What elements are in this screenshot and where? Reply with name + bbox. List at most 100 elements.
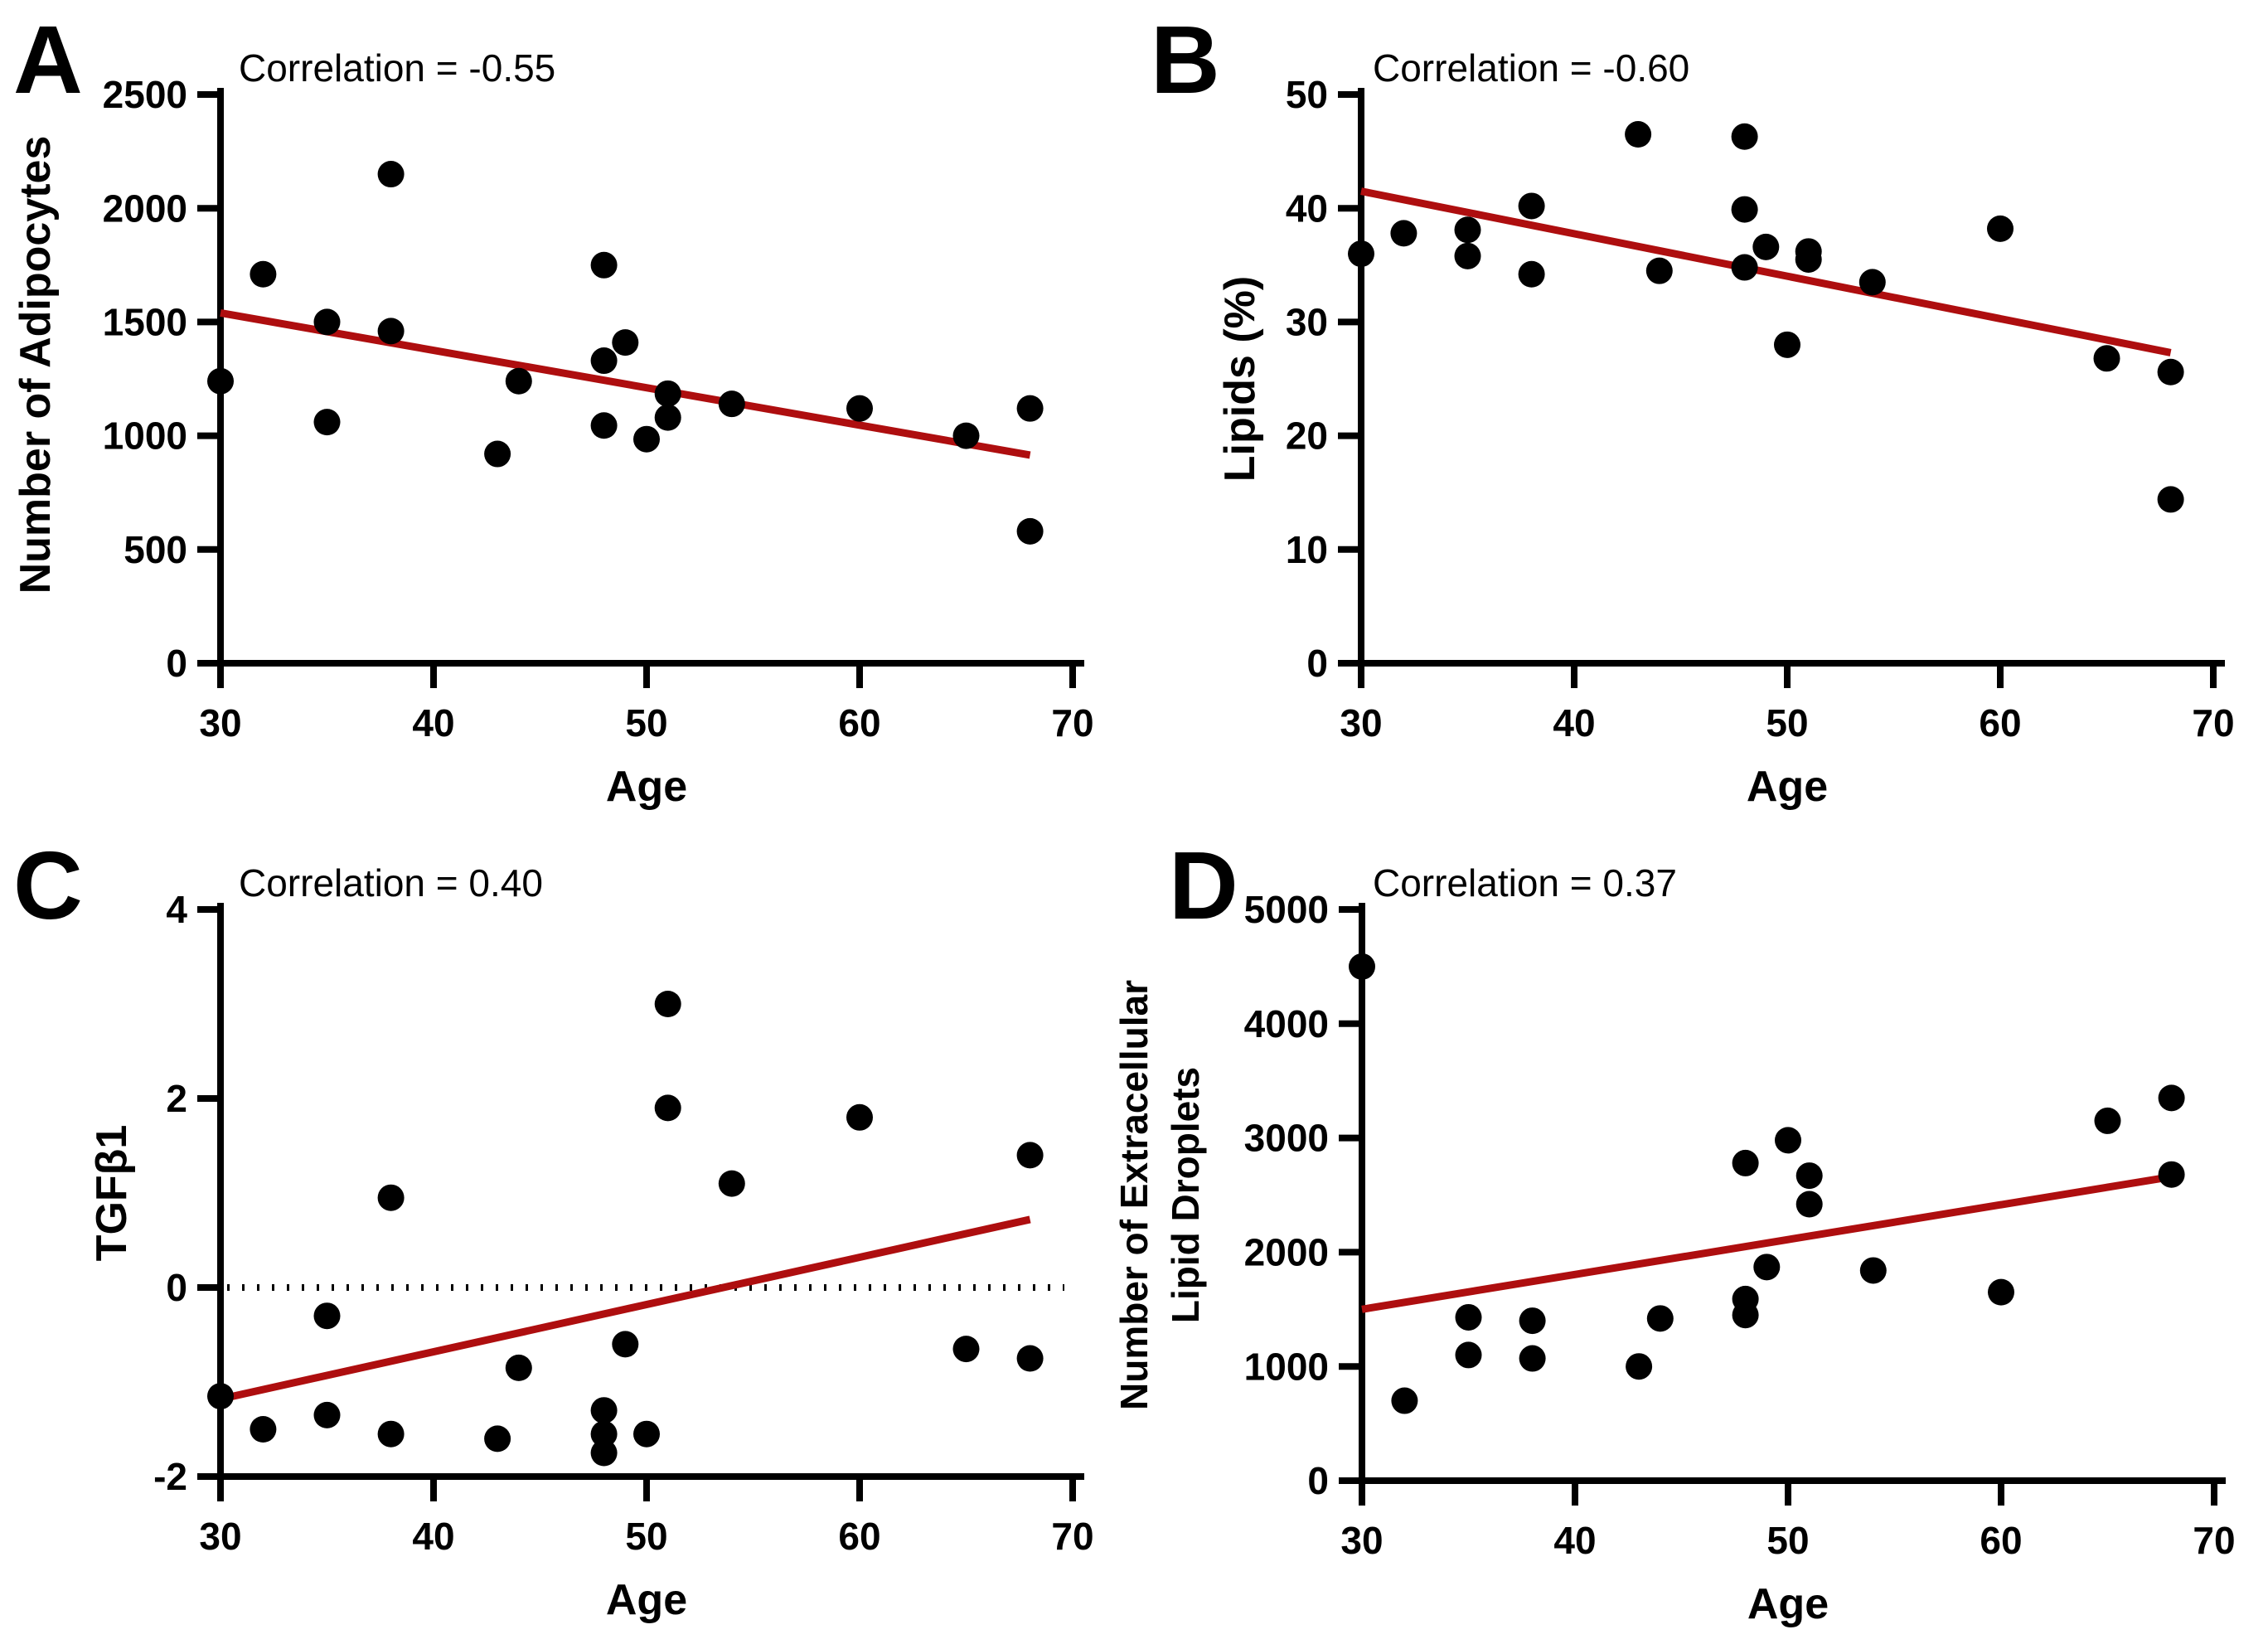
data-point [590,412,618,439]
panel-d: D Correlation = 0.37 0 1000 2000 3000 4000 5000… [1112,832,2236,1628]
data-point [1859,1257,1887,1284]
data-point [590,1397,618,1424]
data-point [1645,257,1673,284]
data-point [654,404,681,431]
x-axis-title: Age [606,763,687,811]
x-tick-label: 30 [199,1515,241,1558]
data-point [2158,1161,2185,1188]
data-point [250,260,277,288]
y-tick-label: 1000 [1244,1345,1329,1388]
trend-line [1360,187,2172,356]
data-point [313,409,341,436]
data-point [1775,1127,1801,1154]
data-point [1732,1149,1759,1176]
y-tick-label: 20 [1286,415,1328,458]
data-point [718,390,745,418]
y-tick-label: 0 [1307,1459,1329,1502]
data-point [590,1439,618,1467]
data-point [1753,1254,1781,1281]
data-point [2093,345,2120,372]
x-tick-label: 50 [1766,701,1808,744]
x-tick-label: 50 [1766,1519,1809,1562]
data-point [633,425,660,453]
data-point [1391,1387,1418,1414]
x-tick-label: 40 [412,1515,454,1558]
data-point [1858,269,1886,296]
data-point [1987,215,2014,242]
panel-a: A Correlation = -0.55 0 500 1000 1500 2000 2500… [12,6,1094,811]
data-point [1455,1303,1482,1331]
panel-b: B Correlation = -0.60 0 10 20 30 40 50 30 40 50 60 7… [1151,6,2235,811]
data-point [1348,240,1374,268]
data-point [313,1401,341,1428]
x-tick-label: 30 [1340,1519,1383,1562]
data-point [1626,1353,1653,1380]
y-tick-label: 1500 [103,301,187,344]
y-tick-label: 2 [166,1077,187,1120]
panel-letter: C [13,832,83,939]
data-point [1016,1345,1044,1372]
data-point [505,367,532,395]
data-point [313,308,341,336]
data-point [484,440,511,468]
x-axis-title: Age [606,1576,687,1624]
data-point [377,1420,405,1448]
y-tick-label: 30 [1286,301,1328,344]
x-tick-label: 30 [1340,701,1382,744]
data-point [377,318,405,345]
x-axis-title: Age [1747,763,1828,811]
panel-c: C Correlation = 0.40 -2 0 2 4 30 40 50 60 70 Age TGF… [13,832,1094,1624]
data-point [1731,123,1758,150]
y-tick-label: 10 [1286,528,1328,571]
y-tick-label: 0 [166,642,187,685]
data-point [1390,220,1418,247]
data-point [590,1420,618,1448]
data-point [377,1184,405,1211]
y-tick-label: 2000 [1244,1231,1329,1274]
y-tick-label: 4000 [1244,1002,1329,1045]
data-point [1752,233,1780,260]
data-point [1454,216,1481,244]
x-tick-label: 40 [412,701,454,744]
data-point [633,1420,660,1448]
x-tick-label: 40 [1553,701,1595,744]
x-tick-label: 70 [1051,1515,1093,1558]
y-tick-label: 40 [1286,187,1328,230]
x-tick-label: 60 [838,1515,880,1558]
data-point [1016,395,1044,422]
panel-letter: A [13,6,83,114]
x-axis-title: Age [1747,1580,1829,1628]
x-tick-label: 50 [625,1515,667,1558]
x-tick-label: 70 [2192,701,2234,744]
data-point [1518,192,1545,220]
y-tick-label: 5000 [1244,888,1329,931]
y-tick-label: 2500 [103,73,187,116]
y-axis-title: Lipids (%) [1216,276,1264,482]
x-tick-label: 60 [1979,701,2021,744]
trend-line [1361,1173,2173,1313]
data-point [1774,331,1800,358]
y-tick-label: 4 [166,888,187,931]
y-tick-label: 0 [166,1266,187,1309]
panel-letter: D [1169,832,1238,939]
data-point [2157,358,2184,386]
x-tick-label: 70 [1051,701,1093,744]
data-point [207,367,234,395]
data-point [846,395,873,422]
x-tick-label: 70 [2193,1519,2235,1562]
panel-letter: B [1151,6,1220,114]
data-point [1731,254,1758,281]
data-point [207,1383,234,1410]
y-tick-label: 1000 [103,415,187,458]
data-point [952,1336,980,1363]
trend-line [220,308,1031,459]
trend-line [220,1215,1031,1403]
data-point [590,251,618,279]
data-point [313,1302,341,1330]
data-point [2157,486,2184,513]
x-tick-label: 30 [199,701,241,744]
data-point [1796,1191,1823,1218]
x-tick-label: 40 [1553,1519,1596,1562]
data-point [1988,1278,2014,1306]
correlation-label: Correlation = -0.60 [1373,46,1689,90]
